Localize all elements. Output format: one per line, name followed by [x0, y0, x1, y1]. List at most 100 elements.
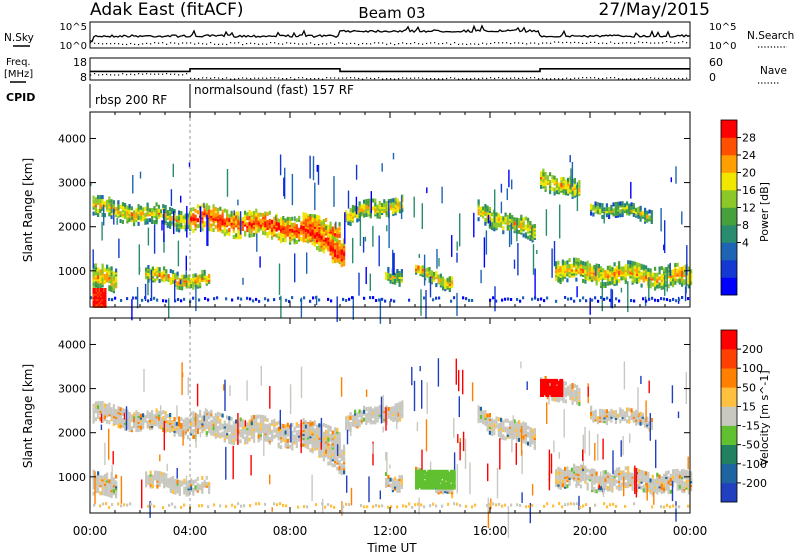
- echo-cell: [566, 264, 568, 268]
- echo-cell: [327, 425, 329, 429]
- echo-cell: [500, 222, 502, 226]
- echo-cell: [147, 424, 149, 428]
- echo-cell: [451, 280, 453, 284]
- echo-cell: [575, 470, 577, 474]
- echo-cell: [578, 258, 580, 262]
- echo-cell: [117, 406, 119, 410]
- echo-cell: [97, 471, 99, 475]
- echo-cell: [181, 282, 183, 286]
- echo-cell: [183, 491, 185, 495]
- echo-cell: [617, 206, 619, 210]
- echo-cell: [643, 265, 645, 269]
- echo-cell: [330, 461, 332, 465]
- near-range-cell: [327, 298, 329, 301]
- echo-cell: [643, 485, 645, 489]
- echo-cell: [251, 415, 253, 419]
- echo-cell: [573, 474, 575, 478]
- echo-cell: [572, 401, 574, 405]
- echo-cell: [242, 227, 244, 231]
- echo-cell: [564, 471, 566, 475]
- echo-cell: [296, 224, 298, 228]
- echo-cell: [493, 423, 495, 427]
- near-range-cell: [342, 298, 344, 301]
- near-range-cell: [150, 298, 152, 301]
- echo-cell: [500, 418, 502, 422]
- echo-cell: [626, 407, 628, 411]
- echo-cell: [557, 481, 559, 485]
- echo-cell: [643, 479, 645, 483]
- echo-cell: [325, 450, 327, 454]
- echo-cell: [222, 432, 224, 436]
- echo-cell: [280, 439, 282, 443]
- echo-cell: [645, 471, 647, 475]
- echo-cell: [242, 217, 244, 221]
- echo-cell: [165, 209, 167, 213]
- echo-cell: [153, 220, 155, 224]
- echo-cell: [681, 267, 683, 271]
- echo-cell: [174, 491, 176, 495]
- echo-cell: [233, 439, 235, 443]
- near-range-cell: [522, 296, 524, 299]
- noise-streak: [313, 156, 314, 180]
- noise-streak: [186, 206, 187, 238]
- echo-cell: [228, 214, 230, 218]
- echo-cell: [563, 177, 565, 181]
- echo-cell: [296, 422, 298, 426]
- noise-streak: [570, 168, 571, 189]
- echo-cell: [597, 416, 599, 420]
- echo-cell: [192, 207, 194, 211]
- echo-cell: [399, 417, 401, 421]
- noise-streak: [237, 200, 238, 206]
- echo-cell: [336, 251, 338, 255]
- echo-cell: [303, 230, 305, 234]
- echo-cell: [625, 264, 627, 268]
- echo-cell: [632, 479, 634, 483]
- echo-cell: [187, 417, 189, 421]
- echo-cell: [598, 268, 600, 272]
- echo-cell: [624, 411, 626, 415]
- echo-cell: [111, 286, 113, 290]
- near-range-cell: [492, 296, 494, 299]
- echo-cell: [399, 283, 401, 287]
- echo-cell: [151, 216, 153, 220]
- echo-cell: [545, 172, 547, 176]
- echo-cell: [180, 211, 182, 215]
- echo-cell: [540, 181, 542, 185]
- echo-cell: [165, 269, 167, 273]
- noise-streak: [508, 170, 509, 188]
- echo-cell: [267, 434, 269, 438]
- near-range-cell: [408, 299, 410, 302]
- echo-cell: [99, 481, 101, 485]
- echo-cell: [213, 426, 215, 430]
- echo-cell: [590, 212, 592, 216]
- noise-streak: [173, 164, 174, 177]
- echo-cell: [330, 434, 332, 438]
- echo-cell: [165, 477, 167, 481]
- echo-cell: [113, 204, 115, 208]
- echo-cell: [186, 283, 188, 287]
- echo-cell: [291, 447, 293, 451]
- echo-cell: [656, 473, 658, 477]
- echo-cell: [199, 410, 201, 414]
- near-range-cell: [153, 297, 155, 300]
- noise-streak: [509, 231, 510, 247]
- echo-cell: [609, 271, 611, 275]
- echo-cell: [343, 456, 345, 460]
- echo-cell: [217, 434, 219, 438]
- echo-cell: [368, 199, 370, 203]
- echo-cell: [153, 212, 155, 216]
- echo-cell: [596, 479, 598, 483]
- noise-streak: [441, 187, 442, 204]
- echo-cell: [390, 199, 392, 203]
- echo-cell: [235, 212, 237, 216]
- near-range-cell: [303, 296, 305, 299]
- echo-cell: [224, 232, 226, 236]
- echo-cell: [262, 219, 264, 223]
- echo-cell: [659, 475, 661, 479]
- echo-cell: [566, 260, 568, 264]
- echo-cell: [574, 192, 576, 196]
- noise-streak: [521, 492, 522, 503]
- echo-cell: [199, 420, 201, 424]
- noise-streak: [93, 249, 94, 268]
- echo-cell: [433, 276, 435, 280]
